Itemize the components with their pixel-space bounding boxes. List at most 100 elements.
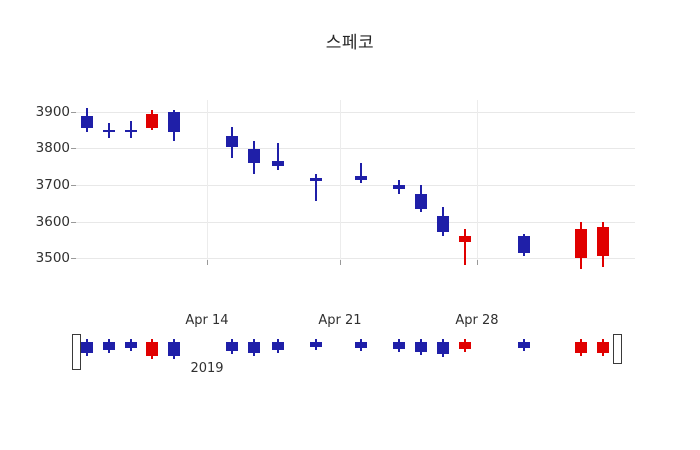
candle-wick (315, 174, 317, 202)
candle (355, 100, 367, 260)
candle-body (518, 236, 530, 253)
candle-body (226, 135, 238, 147)
y-tick-mark (71, 258, 76, 259)
price-panel (75, 100, 635, 269)
volume-bar (575, 320, 587, 380)
x-tick-mark (477, 260, 478, 265)
candle-body (103, 130, 115, 133)
volume-bar-body (248, 342, 260, 353)
candle-body (125, 130, 137, 133)
x-tick-mark (340, 260, 341, 265)
y-tick-label: 3900 (35, 104, 70, 120)
gridline-3600 (75, 222, 635, 223)
volume-bar-body (272, 342, 284, 350)
candle-body (597, 226, 609, 257)
volume-bar (437, 320, 449, 380)
candle-wick (277, 143, 279, 171)
y-tick-mark (71, 185, 76, 186)
candle (597, 100, 609, 268)
candle-body (355, 175, 367, 180)
candle-wick (360, 163, 362, 184)
candle (518, 100, 530, 260)
candle (459, 100, 471, 266)
candle (415, 100, 427, 260)
gridline-apr-21 (340, 100, 341, 260)
candle (575, 100, 587, 269)
chart-title: 스페코 (325, 33, 375, 53)
gridline-3900 (75, 112, 635, 113)
x-tick-label-line2: 2019 (190, 361, 224, 377)
candle-wick (130, 121, 132, 139)
volume-bar-body (103, 342, 115, 350)
candle (81, 100, 93, 260)
candle-body (168, 112, 180, 133)
y-tick-label: 3500 (35, 250, 70, 266)
volume-bar (310, 320, 322, 380)
x-tick-label-line1: Apr 21 (318, 312, 362, 328)
candle (393, 100, 405, 260)
volume-bar (168, 320, 180, 380)
candle (125, 100, 137, 260)
candle-series (75, 100, 635, 269)
volume-bar (393, 320, 405, 380)
volume-bar (518, 320, 530, 380)
candle (310, 100, 322, 260)
y-tick-mark (71, 112, 76, 113)
volume-edge-marker-right (613, 334, 622, 364)
x-tick-label-apr-14: Apr 14 2019 (157, 280, 257, 410)
candle-body (575, 228, 587, 258)
candle (248, 100, 260, 260)
candle-body (248, 148, 260, 164)
volume-bar-body (168, 342, 180, 357)
volume-bar-body (459, 342, 471, 349)
candle (103, 100, 115, 260)
volume-bar-body (310, 342, 322, 348)
volume-edge-marker-left (72, 334, 81, 370)
volume-bar (459, 320, 471, 380)
y-tick-label: 3700 (35, 177, 70, 193)
x-tick-label-line1: Apr 14 (185, 312, 229, 328)
volume-bar (81, 320, 93, 380)
x-tick-label-apr-28: Apr 28 (427, 280, 527, 361)
volume-bar-body (597, 342, 609, 354)
gridline-3500 (75, 258, 635, 259)
volume-panel (75, 320, 635, 380)
volume-series (75, 320, 635, 380)
volume-bar (125, 320, 137, 380)
candle (437, 100, 449, 260)
volume-bar-body (415, 342, 427, 353)
x-tick-label-apr-21: Apr 21 (290, 280, 390, 361)
volume-edge-marker-left-body (72, 334, 81, 370)
candle (226, 100, 238, 260)
volume-bar-body (518, 342, 530, 349)
volume-bar-body (437, 342, 449, 355)
volume-bar (415, 320, 427, 380)
candle-body (459, 236, 471, 242)
candle-wick (464, 228, 466, 266)
volume-bar (272, 320, 284, 380)
volume-bar (103, 320, 115, 380)
volume-edge-marker-right-body (613, 334, 622, 364)
volume-bar (248, 320, 260, 380)
candle-body (437, 216, 449, 233)
candle-body (310, 177, 322, 181)
volume-bar (146, 320, 158, 380)
volume-bar-body (393, 342, 405, 349)
volume-bar-body (226, 342, 238, 351)
volume-bar-body (81, 342, 93, 353)
gridline-apr-28 (477, 100, 478, 260)
y-tick-mark (71, 148, 76, 149)
x-tick-label-line1: Apr 28 (455, 312, 499, 328)
candle (272, 100, 284, 260)
volume-bar-body (575, 342, 587, 354)
y-tick-label: 3800 (35, 140, 70, 156)
candle-wick (108, 122, 110, 138)
candle-body (81, 115, 93, 129)
candle-body (272, 161, 284, 166)
gridline-3800 (75, 148, 635, 149)
volume-bar-body (146, 342, 158, 356)
volume-bar-body (125, 342, 137, 348)
candle (146, 100, 158, 260)
gridline-apr-14 (207, 100, 208, 260)
